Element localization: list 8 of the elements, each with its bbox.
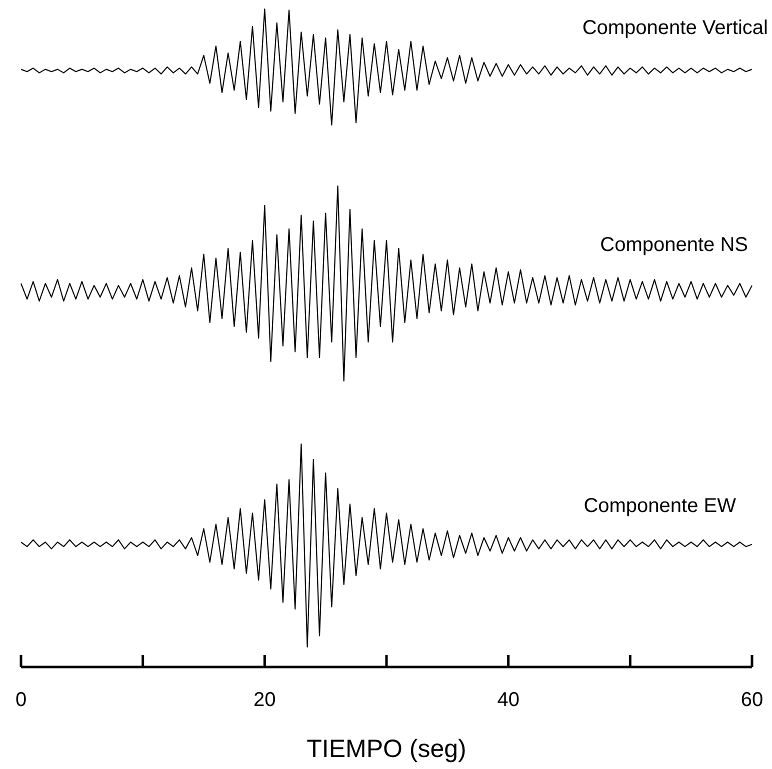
x-tick-label: 60 [740, 689, 764, 711]
series-label: Componente Vertical [582, 17, 768, 39]
x-tick-label: 20 [254, 689, 276, 711]
x-axis-title: TIEMPO (seg) [306, 735, 466, 763]
series-label: Componente NS [600, 234, 748, 256]
series-label: Componente EW [584, 495, 736, 517]
x-tick-label: 0 [15, 689, 27, 711]
x-tick-label: 40 [497, 689, 520, 711]
